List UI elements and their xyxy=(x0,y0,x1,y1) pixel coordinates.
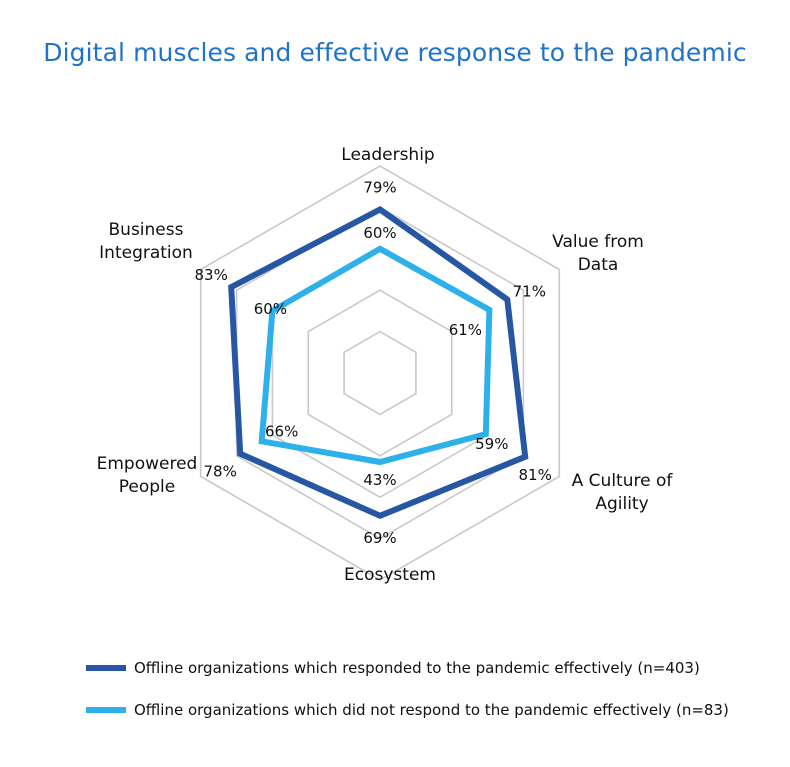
category-label-ecosystem: Ecosystem xyxy=(344,565,436,585)
legend-item-effective: Offline organizations which responded to… xyxy=(86,656,786,680)
data-label-effective-leadership: 79% xyxy=(363,179,396,197)
data-label-not-effective-value-from-data: 61% xyxy=(449,321,482,339)
data-label-effective-ecosystem: 69% xyxy=(363,529,396,547)
legend-label-not-effective: Offline organizations which did not resp… xyxy=(134,701,729,719)
series-line-not-effective xyxy=(258,245,493,466)
series-line-effective xyxy=(228,205,529,520)
data-label-not-effective-leadership: 60% xyxy=(363,224,396,242)
data-label-effective-value-from-data: 71% xyxy=(513,283,546,301)
data-label-not-effective-business-integration: 60% xyxy=(254,300,287,318)
category-label-empowered-people: Empowered People xyxy=(97,454,198,497)
data-label-not-effective-ecosystem: 43% xyxy=(363,471,396,489)
legend-swatch-not-effective xyxy=(86,707,126,713)
category-label-leadership: Leadership xyxy=(341,145,434,165)
category-label-value-from-data: Value from Data xyxy=(552,232,644,275)
grid-ring-2 xyxy=(307,289,453,457)
data-label-effective-empowered-people: 78% xyxy=(204,463,237,481)
category-label-culture-of-agility: A Culture of Agility xyxy=(572,471,674,514)
data-label-effective-culture-of-agility: 81% xyxy=(519,466,552,484)
grid-ring-1 xyxy=(343,330,417,416)
legend-item-not-effective: Offline organizations which did not resp… xyxy=(86,698,786,722)
grid-ring-4 xyxy=(235,206,525,540)
grid-ring-5 xyxy=(199,165,561,581)
legend-swatch-effective xyxy=(86,665,126,671)
data-label-effective-business-integration: 83% xyxy=(195,266,228,284)
data-label-not-effective-culture-of-agility: 59% xyxy=(475,435,508,453)
chart-title: Digital muscles and effective response t… xyxy=(43,38,747,67)
data-label-not-effective-empowered-people: 66% xyxy=(265,422,298,440)
legend: Offline organizations which responded to… xyxy=(86,656,786,740)
category-label-business-integration: Business Integration xyxy=(99,220,193,263)
legend-label-effective: Offline organizations which responded to… xyxy=(134,659,700,677)
